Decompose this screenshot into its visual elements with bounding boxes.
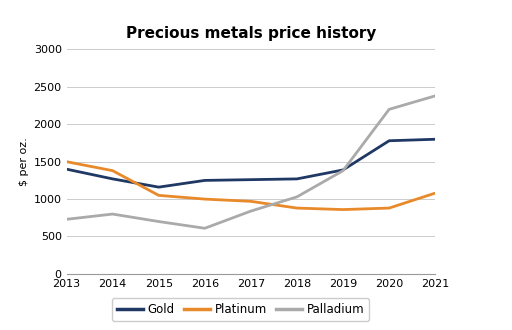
- Gold: [110, 177, 116, 181]
- Platinum: [248, 199, 254, 203]
- Palladium: [248, 209, 254, 213]
- Platinum: [156, 193, 162, 197]
- Platinum: [386, 206, 392, 210]
- Title: Precious metals price history: Precious metals price history: [125, 26, 376, 41]
- Platinum: [202, 197, 208, 201]
- Gold: [202, 179, 208, 182]
- Platinum: [110, 169, 116, 173]
- Gold: [248, 178, 254, 182]
- Gold: [340, 168, 346, 172]
- Platinum: [432, 191, 438, 195]
- Palladium: [340, 169, 346, 173]
- Palladium: [294, 195, 300, 199]
- Line: Gold: Gold: [67, 139, 435, 187]
- Gold: [156, 185, 162, 189]
- Platinum: [340, 208, 346, 212]
- Palladium: [202, 226, 208, 230]
- Line: Platinum: Platinum: [67, 162, 435, 210]
- Palladium: [386, 107, 392, 111]
- Platinum: [63, 160, 70, 164]
- Palladium: [156, 219, 162, 223]
- Platinum: [294, 206, 300, 210]
- Legend: Gold, Platinum, Palladium: Gold, Platinum, Palladium: [112, 298, 369, 321]
- Palladium: [63, 217, 70, 221]
- Gold: [432, 137, 438, 141]
- Gold: [294, 177, 300, 181]
- Palladium: [110, 212, 116, 216]
- Gold: [63, 167, 70, 171]
- Palladium: [432, 94, 438, 98]
- Line: Palladium: Palladium: [67, 96, 435, 228]
- Gold: [386, 139, 392, 143]
- Y-axis label: $ per oz.: $ per oz.: [19, 137, 29, 186]
